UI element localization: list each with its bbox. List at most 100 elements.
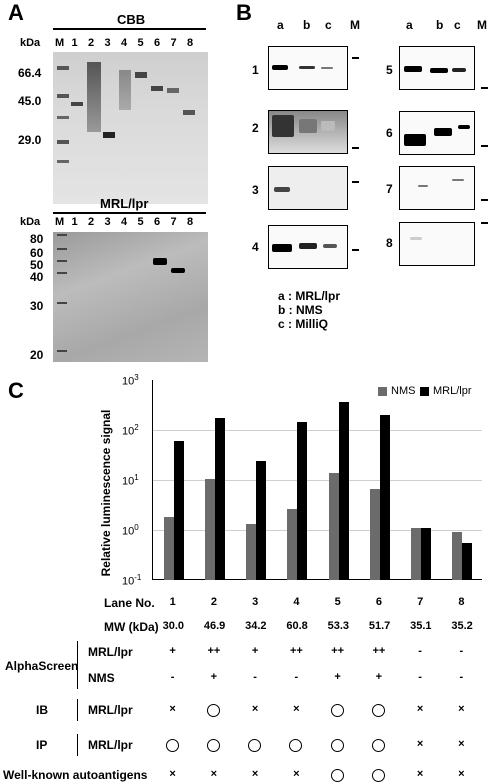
mrl-lane-4: 4 — [121, 216, 128, 228]
alphascreen-nms-value-3: - — [253, 671, 257, 683]
blot-number-6: 6 — [386, 126, 393, 140]
blot-3-marker-tick — [352, 181, 359, 183]
chart-bar-nms-lane-8 — [452, 532, 463, 580]
blot-8-marker-tick — [481, 222, 488, 224]
blot-number-4: 4 — [252, 240, 259, 254]
mrl-gel-title: MRL/lpr — [100, 196, 149, 211]
chart-gridline — [153, 530, 482, 531]
blot-legend-c: c : MilliQ — [278, 317, 329, 331]
ib-value-8: × — [458, 703, 465, 715]
blot-5-marker-tick — [481, 87, 488, 89]
blot-1 — [268, 46, 348, 90]
alphascreen-nms-value-8: - — [459, 671, 464, 683]
mrl-gel-image — [53, 232, 208, 362]
chart-y-tick-label: 103 — [122, 373, 139, 388]
mrl-marker-20: 20 — [30, 348, 44, 362]
ib-value-4: × — [293, 703, 300, 715]
panel-b-letter: B — [236, 0, 252, 25]
mrl-lane-5: 5 — [137, 216, 144, 228]
chart-bar-nms-lane-6 — [369, 489, 380, 580]
alphascreen-mrl-value-6: ++ — [372, 645, 386, 657]
ib-value-7: × — [416, 703, 424, 715]
mrl-marker-80: 80 — [30, 232, 44, 246]
cbb-kda-label: kDa — [20, 37, 41, 49]
mrl-lane-M: M — [55, 216, 65, 228]
blot-col-m-right: M — [477, 18, 487, 32]
chart-bar-mrl-lane-6 — [379, 414, 390, 580]
ib-value-2-circle-icon — [206, 704, 220, 717]
cbb-lane-2: 2 — [88, 37, 95, 49]
ib-value-5-circle-icon — [330, 704, 344, 717]
lane-number-3: 3 — [252, 596, 259, 608]
legend-nms-label: NMS — [391, 385, 416, 397]
cbb-gel-image — [53, 52, 208, 204]
lane-number-1: 1 — [169, 596, 176, 608]
mw-value-6: 51.7 — [368, 620, 391, 632]
mrl-gel-title-line — [53, 212, 206, 214]
chart-bar-nms-lane-1 — [163, 517, 174, 580]
blot-4 — [268, 225, 348, 269]
mrl-lane-6: 6 — [154, 216, 161, 228]
mw-value-7: 35.1 — [410, 620, 432, 632]
blot-col-b-left: b — [303, 18, 311, 32]
chart-bar-mrl-lane-1 — [173, 441, 184, 580]
chart-bar-nms-lane-5 — [328, 473, 339, 580]
blot-number-5: 5 — [386, 63, 393, 77]
blot-col-c-left: c — [325, 18, 332, 32]
chart-y-axis-label: Relative luminescence signal — [99, 409, 113, 577]
lane-number-4: 4 — [293, 596, 300, 608]
lane-no-label: Lane No. — [104, 596, 155, 610]
alphascreen-mrl-value-1: + — [169, 645, 176, 657]
well-known-value-3: × — [251, 768, 259, 780]
chart-y-tick-label: 10-1 — [122, 573, 142, 588]
mw-value-1: 30.0 — [162, 620, 185, 632]
blot-3 — [268, 166, 348, 210]
alphascreen-mrl-label: MRL/lpr — [88, 645, 133, 659]
ip-sub-label: MRL/lpr — [88, 738, 133, 752]
blot-number-8: 8 — [386, 236, 393, 250]
blot-5 — [399, 46, 475, 90]
legend-mrl-swatch — [420, 387, 429, 396]
mrl-marker-60: 60 — [30, 246, 44, 260]
blot-number-2: 2 — [252, 121, 259, 135]
chart-gridline — [153, 430, 482, 431]
cbb-lane-4: 4 — [121, 37, 128, 49]
chart-gridline — [153, 480, 482, 481]
mrl-lane-3: 3 — [104, 216, 111, 228]
blot-col-a-left: a — [277, 18, 284, 32]
chart-bar-nms-lane-4 — [287, 509, 298, 580]
chart-y-tick-label: 101 — [122, 473, 139, 488]
ib-value-3: × — [251, 703, 259, 715]
alphascreen-nms-value-5: + — [334, 671, 341, 683]
alphascreen-mrl-value-4: ++ — [289, 645, 303, 657]
blot-7-marker-tick — [481, 199, 488, 201]
blot-8 — [399, 222, 475, 266]
blot-7 — [399, 166, 475, 210]
mrl-kda-label: kDa — [20, 216, 41, 228]
ib-label: IB — [36, 703, 48, 717]
lane-number-6: 6 — [375, 596, 382, 608]
blot-col-m-left: M — [350, 18, 360, 32]
ip-value-2-circle-icon — [206, 739, 220, 752]
ib-bracket — [77, 699, 78, 721]
cbb-lane-7: 7 — [170, 37, 177, 49]
mrl-lane-8: 8 — [187, 216, 194, 228]
ib-value-1: × — [169, 703, 176, 715]
alphascreen-mrl-value-7: - — [418, 645, 422, 657]
alphascreen-bracket — [77, 641, 78, 689]
well-known-value-8: × — [458, 768, 465, 780]
ib-sub-label: MRL/lpr — [88, 703, 133, 717]
chart-y-tick-label: 102 — [122, 423, 139, 438]
cbb-title-line — [53, 28, 206, 30]
mrl-marker-50: 50 — [30, 258, 44, 272]
mrl-lane-2: 2 — [88, 216, 95, 228]
ip-bracket — [77, 734, 78, 756]
chart-bar-nms-lane-2 — [204, 478, 215, 580]
well-known-value-1: × — [169, 768, 176, 780]
cbb-lane-8: 8 — [187, 37, 194, 49]
alphascreen-mrl-value-3: + — [251, 645, 259, 657]
cbb-marker-29: 29.0 — [18, 133, 42, 147]
mrl-marker-30: 30 — [30, 299, 44, 313]
